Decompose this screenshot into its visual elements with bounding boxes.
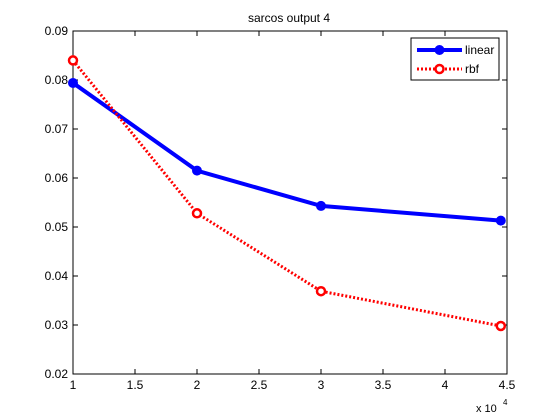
axes-box [72,30,508,375]
data-point-rbf [67,55,79,66]
data-point-rbf [495,320,507,332]
y-axis: 0.02 0.03 0.04 0.05 0.06 0.07 0.08 0.09 [45,24,507,381]
data-point-linear [192,165,202,176]
y-tick-label: 0.06 [45,171,69,185]
y-tick-label: 0.05 [45,220,69,234]
y-tick-label: 0.08 [45,73,69,87]
data-point-linear [68,77,78,88]
x-tick-label: 4.5 [499,378,516,392]
chart-title: sarcos output 4 [248,11,330,25]
x-axis-multiplier-exponent: 4 [503,398,508,407]
x-axis-multiplier: x 10 4 [476,398,508,415]
x-tick-label: 3.5 [375,378,392,392]
x-tick-label: 2 [194,378,201,392]
data-point-rbf [191,208,203,219]
x-axis: 1 1.5 2 2.5 3 3.5 4 4.5 [70,31,516,392]
data-point-linear [316,200,326,211]
legend-box [410,37,500,81]
legend: linear rbf [410,37,500,81]
y-tick-label: 0.09 [45,24,69,38]
legend-label: rbf [465,62,480,76]
x-tick-label: 1 [70,378,77,392]
x-tick-label: 1.5 [127,378,144,392]
x-tick-label: 3 [318,378,325,392]
x-tick-label: 2.5 [251,378,268,392]
y-tick-label: 0.04 [45,269,69,283]
y-tick-label: 0.07 [45,122,69,136]
data-point-rbf [315,285,327,297]
legend-label: linear [465,43,494,57]
plot-area [67,55,507,332]
x-tick-label: 4 [442,378,449,392]
legend-swatch-marker [434,45,445,55]
legend-swatch-marker [434,63,445,75]
series-line-linear [71,81,501,223]
y-tick-label: 0.02 [45,367,69,381]
x-axis-multiplier-base: x 10 [476,403,497,415]
y-tick-label: 0.03 [45,318,69,332]
data-point-linear [495,215,506,226]
